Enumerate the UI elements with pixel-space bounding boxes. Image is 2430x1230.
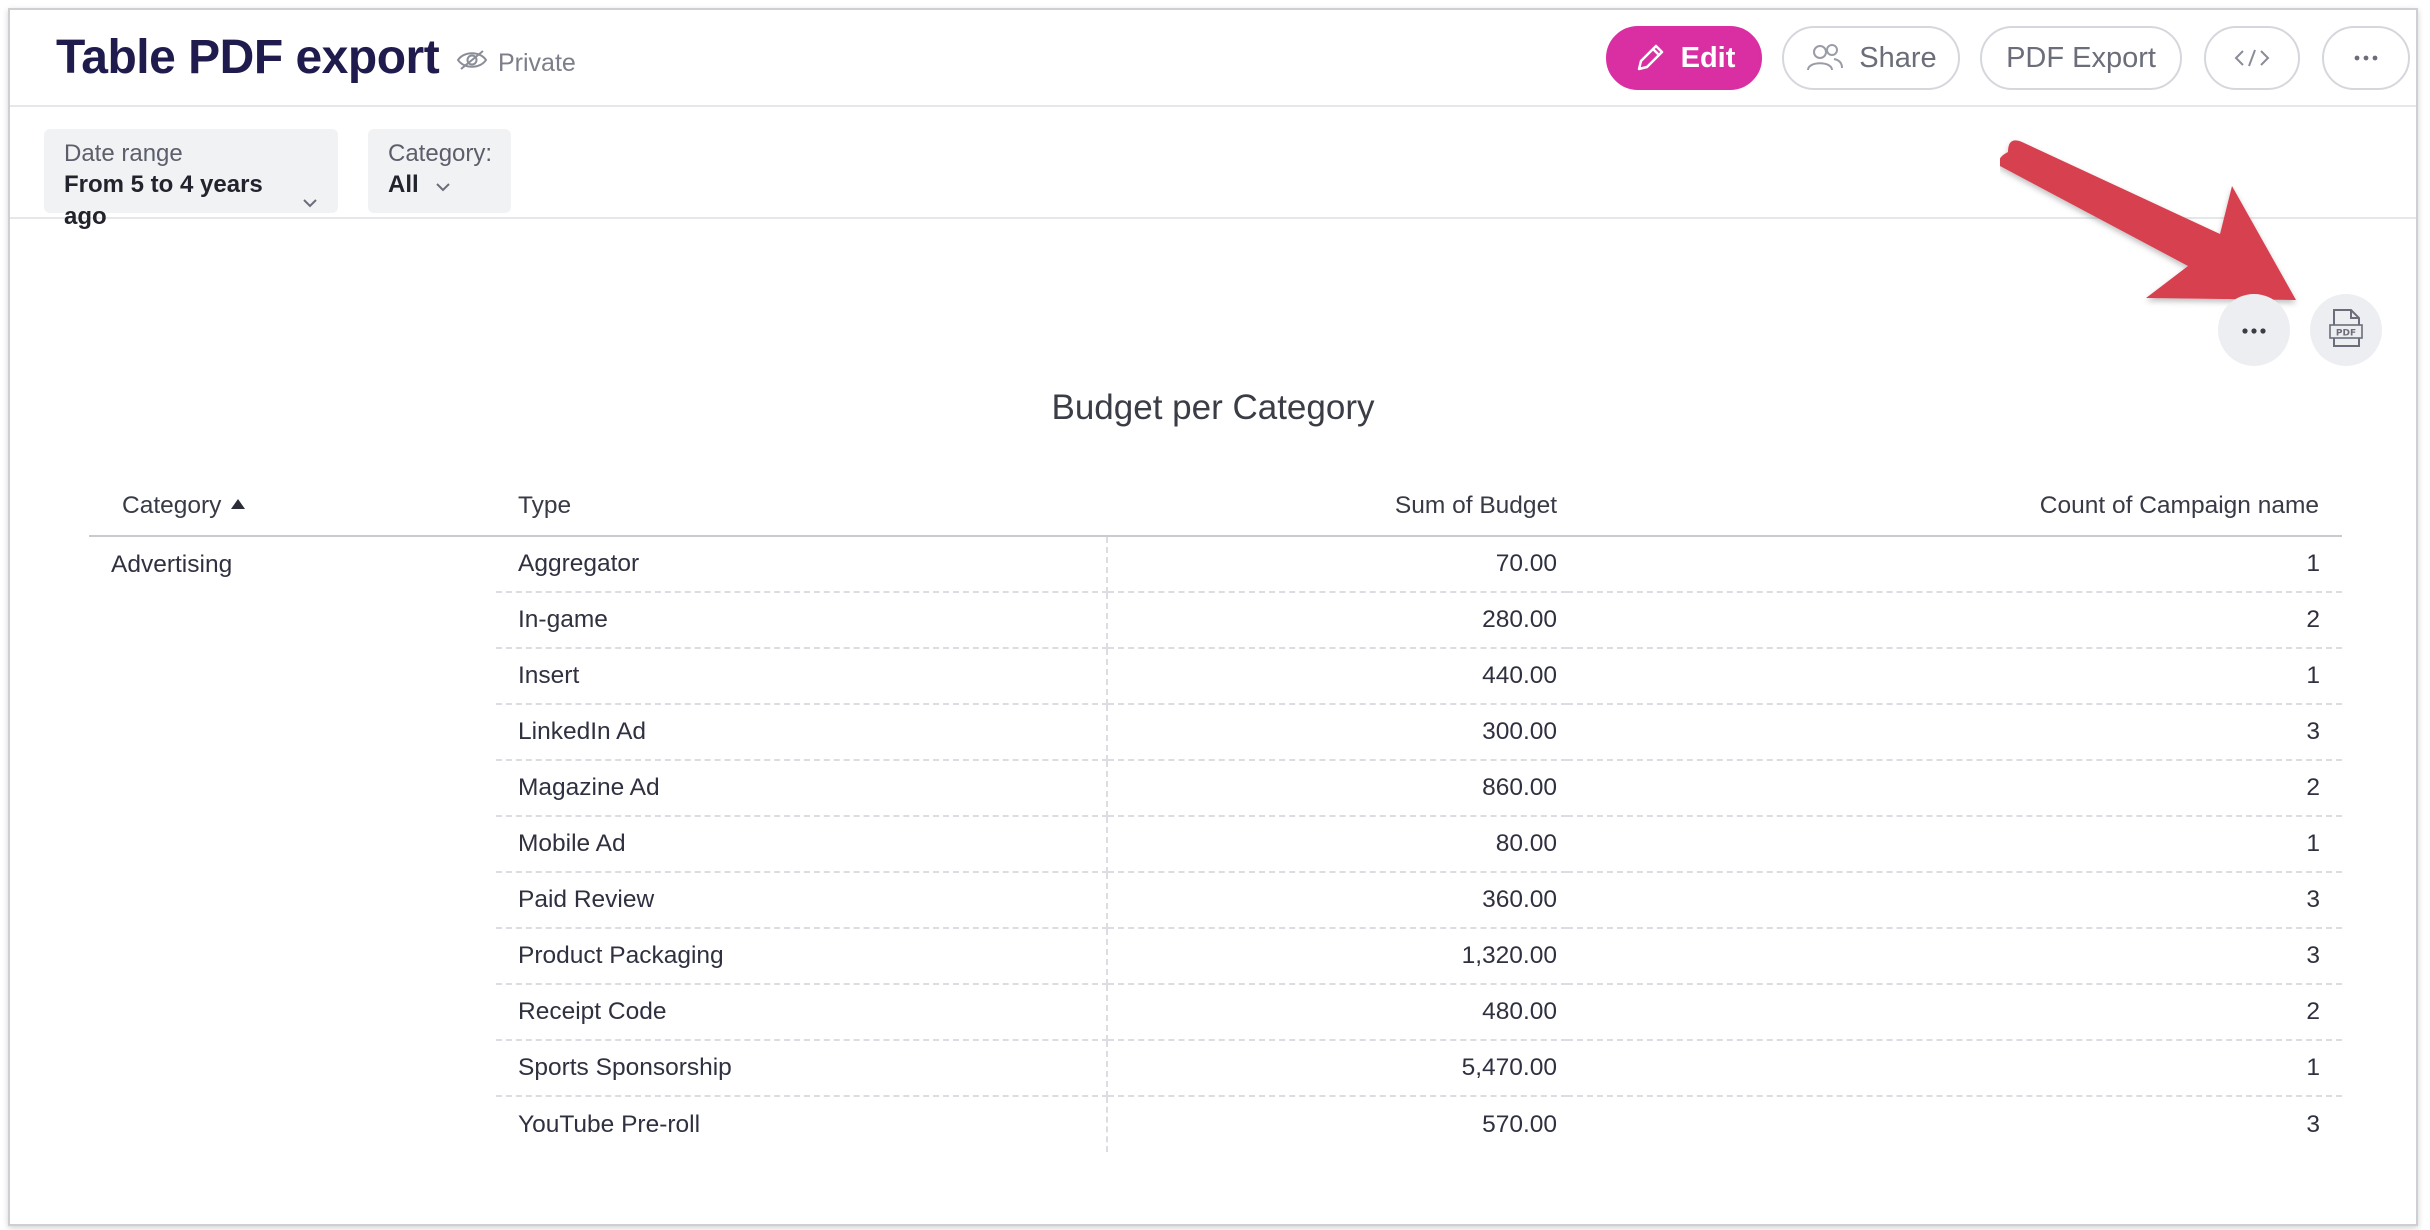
ellipsis-icon — [2354, 55, 2378, 61]
count-cell: 1 — [1567, 1040, 2342, 1097]
sum-budget-cell: 480.00 — [1107, 984, 1567, 1041]
table-row: Product Packaging 1,320.00 3 — [89, 928, 2342, 985]
table-row: Paid Review 360.00 3 — [89, 872, 2342, 929]
chevron-down-icon — [302, 185, 318, 217]
sum-budget-cell: 860.00 — [1107, 760, 1567, 817]
sum-budget-cell: 300.00 — [1107, 704, 1567, 761]
table-row: Mobile Ad 80.00 1 — [89, 816, 2342, 873]
share-button[interactable]: Share — [1782, 26, 1960, 90]
sum-budget-cell: 5,470.00 — [1107, 1040, 1567, 1097]
column-header-sum-of-budget[interactable]: Sum of Budget — [1107, 476, 1567, 537]
date-range-filter[interactable]: Date range From 5 to 4 years ago — [44, 129, 338, 230]
category-filter[interactable]: Category: All — [368, 129, 511, 213]
pdf-export-button[interactable]: PDF Export — [1980, 26, 2182, 90]
edit-button[interactable]: Edit — [1606, 26, 1762, 90]
category-filter-value: All — [388, 171, 419, 198]
dashboard-window: Table PDF export Private Edit Share PDF … — [8, 8, 2418, 1226]
count-cell: 3 — [2306, 1110, 2320, 1138]
type-cell: Aggregator — [496, 536, 1108, 593]
sum-budget-cell: 360.00 — [1107, 872, 1567, 929]
count-cell: 3 — [1567, 704, 2342, 761]
dashboard-header: Table PDF export Private Edit Share PDF … — [10, 10, 2416, 107]
widget-pdf-export-button[interactable]: PDF — [2310, 294, 2382, 366]
count-cell: 1 — [1567, 648, 2342, 705]
date-range-label: Date range — [64, 140, 183, 167]
table-row: Sports Sponsorship 5,470.00 1 — [89, 1040, 2342, 1097]
type-cell: Product Packaging — [496, 928, 1108, 985]
table-row: Magazine Ad 860.00 2 — [89, 760, 2342, 817]
type-cell: LinkedIn Ad — [496, 704, 1108, 761]
type-cell: Insert — [496, 648, 1108, 705]
count-cell: 2 — [1567, 984, 2342, 1041]
page-title: Table PDF export — [56, 31, 440, 84]
table-row: Receipt Code 480.00 2 — [89, 984, 2342, 1041]
sum-budget-cell: 570.00 — [1482, 1110, 1557, 1138]
count-cell: 2 — [1567, 760, 2342, 817]
pdf-icon: PDF — [2329, 308, 2363, 353]
visibility-indicator: Private — [456, 48, 576, 79]
column-header-count[interactable]: Count of Campaign name — [1567, 476, 2342, 537]
more-options-button[interactable] — [2322, 26, 2410, 90]
type-cell: Receipt Code — [496, 984, 1108, 1041]
pdf-export-label: PDF Export — [2006, 41, 2156, 74]
sort-ascending-icon — [231, 498, 246, 509]
count-cell: 1 — [1567, 536, 2342, 593]
type-cell: YouTube Pre-roll — [496, 1096, 1108, 1152]
widget-more-button[interactable] — [2218, 294, 2290, 366]
category-group-cell: Advertising — [111, 551, 233, 578]
widget-title: Budget per Category — [1051, 388, 1375, 427]
sum-budget-cell: 1,320.00 — [1107, 928, 1567, 985]
edit-label: Edit — [1680, 41, 1736, 74]
annotation-arrow — [1999, 130, 2320, 315]
sum-budget-cell: 80.00 — [1107, 816, 1567, 873]
table-body: Advertising Aggregator 70.00 1 In-game 280.00… — [89, 536, 2342, 1152]
share-label: Share — [1859, 41, 1937, 74]
count-cell: 3 — [1567, 872, 2342, 929]
table-row: Insert 440.00 1 — [89, 648, 2342, 705]
ellipsis-icon — [2242, 321, 2266, 339]
eye-slash-icon — [456, 48, 488, 79]
table-row: LinkedIn Ad 300.00 3 — [89, 704, 2342, 761]
filter-bar: Date range From 5 to 4 years ago Categor… — [10, 107, 2416, 230]
column-header-category[interactable]: Category — [89, 476, 496, 537]
svg-text:PDF: PDF — [2336, 328, 2356, 338]
table-row: YouTube Pre-roll 570.00 3 — [89, 1096, 2342, 1152]
code-icon — [2234, 48, 2270, 68]
type-cell: In-game — [496, 592, 1108, 649]
pivot-table: Category Type Sum of Budget Count of Cam… — [89, 476, 2342, 1152]
type-cell: Magazine Ad — [496, 760, 1108, 817]
count-cell: 2 — [1567, 592, 2342, 649]
embed-button[interactable] — [2204, 26, 2300, 90]
table-row: In-game 280.00 2 — [89, 592, 2342, 649]
chevron-down-icon — [435, 169, 451, 201]
type-cell: Sports Sponsorship — [496, 1040, 1108, 1097]
count-cell: 1 — [1567, 816, 2342, 873]
table-row: Advertising Aggregator 70.00 1 — [89, 536, 2342, 593]
type-cell: Paid Review — [496, 872, 1108, 929]
sum-budget-cell: 280.00 — [1107, 592, 1567, 649]
date-range-value: From 5 to 4 years ago — [64, 171, 263, 230]
column-header-type[interactable]: Type — [496, 476, 1107, 537]
users-icon — [1805, 42, 1845, 74]
count-cell: 3 — [1567, 928, 2342, 985]
sum-budget-cell: 70.00 — [1107, 536, 1567, 593]
visibility-label: Private — [498, 49, 576, 77]
type-cell: Mobile Ad — [496, 816, 1108, 873]
sum-budget-cell: 440.00 — [1107, 648, 1567, 705]
pencil-icon — [1633, 41, 1667, 75]
table-header-row: Category Type Sum of Budget Count of Cam… — [89, 476, 2342, 537]
category-filter-label: Category: — [388, 140, 493, 167]
